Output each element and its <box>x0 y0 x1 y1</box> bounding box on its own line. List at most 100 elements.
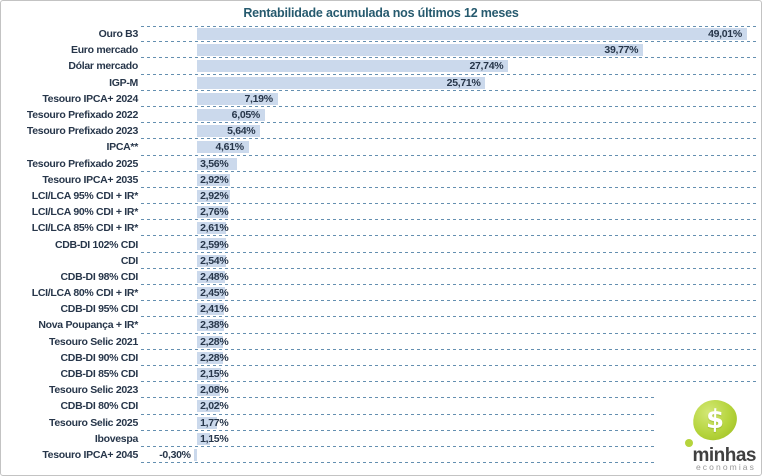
bar-row: Tesouro Prefixado 2023 5,64% <box>1 123 758 140</box>
value-label: 2,28% <box>200 335 229 348</box>
bar <box>197 303 225 316</box>
bar-row: LCI/LCA 85% CDI + IR* 2,61% <box>1 220 758 237</box>
bar-track: -0,30% <box>141 447 758 464</box>
bar <box>197 351 223 364</box>
value-label: 7,19% <box>244 92 273 105</box>
bar-track: 5,64% <box>141 123 758 140</box>
bar-row: Tesouro IPCA+ 2024 7,19% <box>1 91 758 108</box>
value-label: 2,02% <box>200 400 229 413</box>
category-label: Tesouro IPCA+ 2035 <box>42 173 138 186</box>
value-label: 2,54% <box>200 254 229 267</box>
value-label: 5,64% <box>227 125 256 138</box>
value-label: 1,77% <box>200 416 229 429</box>
value-label: 2,76% <box>200 206 229 219</box>
value-label: 2,15% <box>200 368 229 381</box>
category-label: LCI/LCA 80% CDI + IR* <box>31 287 139 300</box>
bar-track: 39,77% <box>141 42 758 59</box>
brand-logo: $ minhas economias <box>657 395 757 473</box>
bar-track: 2,41% <box>141 301 758 318</box>
value-label: 2,61% <box>200 222 229 235</box>
bar-track: 2,59% <box>141 236 758 253</box>
category-label: LCI/LCA 85% CDI + IR* <box>31 222 139 235</box>
bar <box>197 254 226 267</box>
chart-title: Rentabilidade acumulada nos últimos 12 m… <box>243 6 519 20</box>
category-label: CDB-DI 90% CDI <box>60 351 139 364</box>
bar-row: CDB-DI 95% CDI 2,41% <box>1 301 758 318</box>
bar-track: 1,77% <box>141 415 758 431</box>
bar <box>193 448 198 461</box>
bar-row: LCI/LCA 90% CDI + IR* 2,76% <box>1 204 758 221</box>
value-label: 2,92% <box>200 189 229 202</box>
bar-row: Ouro B3 49,01% <box>1 26 758 43</box>
category-label: Tesouro Selic 2023 <box>49 384 138 397</box>
bar <box>197 432 210 445</box>
category-label: CDB-DI 102% CDI <box>54 238 138 251</box>
category-label: Ibovespa <box>94 432 138 445</box>
logo-brand-name: minhas <box>692 445 756 466</box>
value-label: 2,38% <box>200 319 229 332</box>
bar <box>197 222 227 235</box>
bar-row: Tesouro Prefixado 2022 6,05% <box>1 107 758 124</box>
bar <box>197 206 229 219</box>
category-label: Ouro B3 <box>98 28 139 41</box>
bar-row: CDB-DI 80% CDI 2,02% <box>1 398 758 415</box>
bar <box>197 44 644 57</box>
category-label: CDB-DI 80% CDI <box>60 400 139 413</box>
bar <box>197 319 224 332</box>
bar-row: CDI 2,54% <box>1 253 758 270</box>
bar-track: 49,01% <box>141 26 758 43</box>
category-label: CDB-DI 85% CDI <box>60 368 139 381</box>
bar-track: 4,61% <box>141 139 758 156</box>
value-label: -0,30% <box>159 448 191 461</box>
value-label: 2,92% <box>200 173 229 186</box>
value-label: 3,56% <box>200 157 229 170</box>
bar-row: CDB-DI 90% CDI 2,28% <box>1 350 758 367</box>
category-label: Tesouro Prefixado 2022 <box>26 109 138 122</box>
category-label: Tesouro IPCA+ 2045 <box>42 448 138 461</box>
bar-row: Euro mercado 39,77% <box>1 42 758 59</box>
bar-track: 2,61% <box>141 220 758 237</box>
bar <box>197 367 222 380</box>
bar-track: 2,92% <box>141 188 758 205</box>
dollar-icon: $ <box>705 404 725 436</box>
category-label: LCI/LCA 90% CDI + IR* <box>31 206 139 219</box>
bar-row: IGP-M 25,71% <box>1 75 758 91</box>
value-label: 2,45% <box>200 287 229 300</box>
bar-track: 2,45% <box>141 285 758 302</box>
bar <box>197 92 278 105</box>
bar <box>197 416 217 429</box>
logo-dot-icon <box>685 439 693 447</box>
logo-dollar-blob: $ <box>691 397 739 443</box>
bar-track: 6,05% <box>141 107 758 124</box>
value-label: 6,05% <box>231 109 261 122</box>
bar-row: Tesouro IPCA+ 2035 2,92% <box>1 172 758 189</box>
bar-track: 7,19% <box>141 91 758 108</box>
category-label: Tesouro Selic 2021 <box>49 335 138 348</box>
bar <box>197 335 223 348</box>
bar-row: CDB-DI 102% CDI 2,59% <box>1 236 758 253</box>
bar <box>197 28 747 40</box>
bar <box>197 270 225 283</box>
category-label: Euro mercado <box>70 44 138 57</box>
plot-area: Ouro B3 49,01% Euro mercado 39,77% Dólar mer… <box>1 26 758 464</box>
value-label: 49,01% <box>708 28 742 41</box>
bar-track: 2,02% <box>141 398 758 415</box>
value-label: 25,71% <box>446 76 481 89</box>
bar <box>197 173 230 186</box>
category-label: Tesouro Prefixado 2023 <box>26 125 138 138</box>
bar-track: 2,92% <box>141 172 758 189</box>
value-label: 2,28% <box>200 351 229 364</box>
bar <box>197 141 249 154</box>
bar <box>197 287 225 299</box>
bar-track: 2,48% <box>141 269 758 286</box>
category-label: Tesouro Prefixado 2025 <box>26 157 138 170</box>
bar <box>197 384 221 397</box>
category-label: Nova Poupança + IR* <box>38 319 138 332</box>
bar-row: Tesouro Selic 2025 1,77% <box>1 415 758 431</box>
bar-row: LCI/LCA 95% CDI + IR* 2,92% <box>1 188 758 205</box>
value-label: 2,41% <box>200 303 229 316</box>
bar-track: 3,56% <box>141 156 758 172</box>
bar-track: 2,76% <box>141 204 758 221</box>
bar <box>197 157 237 170</box>
category-label: Tesouro Selic 2025 <box>49 416 138 429</box>
